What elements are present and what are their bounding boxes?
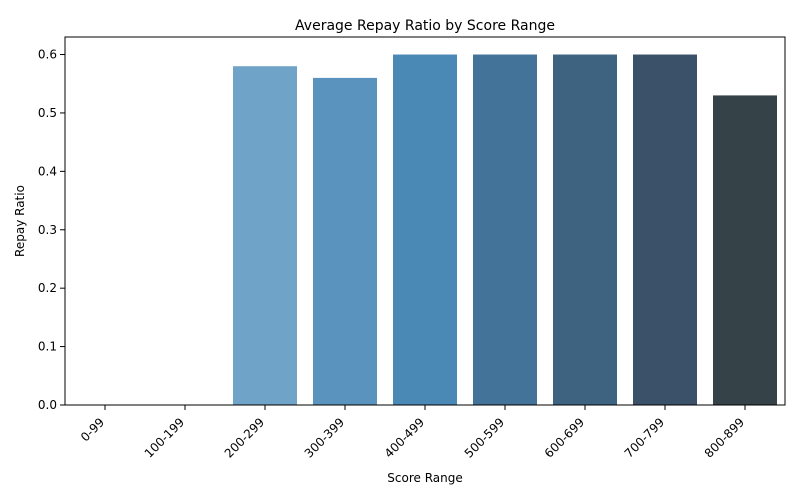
x-tick-label: 100-199 [142, 415, 187, 460]
x-tick-label: 200-299 [222, 415, 267, 460]
y-axis: 0.0 0.1 0.2 0.3 0.4 0.5 0.6 [38, 48, 65, 412]
bar-200-299 [233, 66, 297, 405]
y-tick-label: 0.0 [38, 398, 57, 412]
bar-800-899 [713, 95, 777, 406]
plot-frame [64, 36, 786, 406]
x-tick-label: 700-799 [622, 415, 667, 460]
bar-400-499 [393, 54, 457, 406]
chart-title: Average Repay Ratio by Score Range [295, 18, 555, 34]
x-tick-label: 400-499 [382, 415, 427, 460]
x-tick-label: 800-899 [702, 415, 747, 460]
bar-300-399 [313, 77, 377, 405]
y-tick-label: 0.1 [38, 340, 57, 354]
y-tick-label: 0.6 [38, 48, 57, 62]
x-tick-label: 300-399 [302, 415, 347, 460]
bar-500-599 [473, 54, 537, 406]
y-axis-label: Repay Ratio [13, 185, 27, 257]
x-tick-label: 600-699 [542, 415, 587, 460]
y-tick-label: 0.2 [38, 281, 57, 295]
bars-group [233, 54, 777, 406]
x-axis: 0-99 100-199 200-299 300-399 400-499 500-599 6… [78, 405, 747, 461]
x-axis-label: Score Range [387, 471, 462, 485]
bar-700-799 [633, 54, 697, 406]
y-tick-label: 0.5 [38, 106, 57, 120]
y-tick-label: 0.4 [38, 164, 57, 178]
x-tick-label: 500-599 [462, 415, 507, 460]
x-tick-label: 0-99 [78, 415, 107, 444]
y-tick-label: 0.3 [38, 223, 57, 237]
bar-600-699 [553, 54, 617, 406]
